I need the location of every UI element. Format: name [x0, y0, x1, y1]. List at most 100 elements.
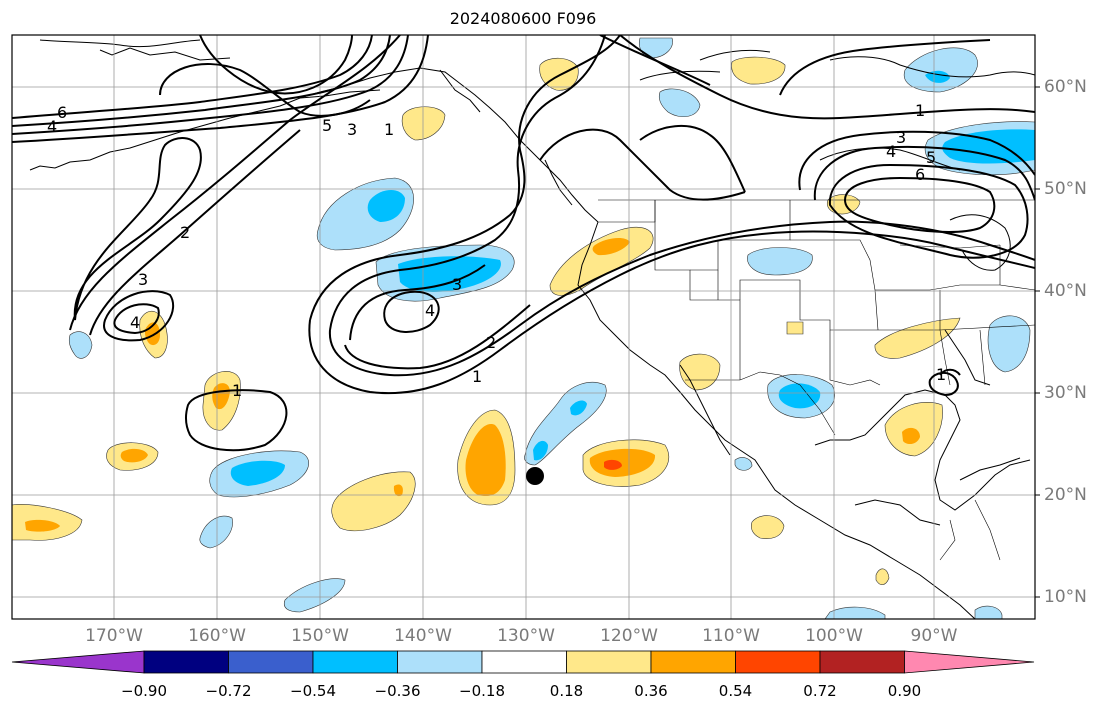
lat-label: 40°N [1044, 281, 1087, 301]
map-frame [11, 34, 1036, 620]
contour-label: 1 [472, 367, 482, 386]
neg-anomaly-blob [367, 189, 405, 222]
neg-anomaly-blob [398, 256, 501, 292]
lon-label: 100°W [805, 626, 863, 646]
colorbar-tick-label: −0.90 [121, 682, 167, 700]
contour-label: 5 [926, 148, 936, 167]
colorbar-bin [481, 650, 567, 674]
contour-label: 4 [130, 313, 140, 332]
contour-lines [12, 35, 1035, 452]
neg-anomaly-blob [230, 460, 285, 486]
contour-label: 6 [915, 165, 925, 184]
pos-anomaly-blob [731, 56, 786, 85]
contour-label: 3 [452, 275, 462, 294]
colorbar-bin [312, 650, 398, 674]
colorbar-tick-label: 0.54 [718, 682, 753, 700]
pos-anomaly-blob [826, 194, 861, 215]
contour-label: 1 [232, 381, 242, 400]
colorbar-bin [143, 650, 229, 674]
map-title: 2024080600 F096 [449, 9, 597, 28]
pos-anomaly-blob [786, 321, 804, 335]
neg-anomaly-blob [199, 515, 233, 549]
colorbar-min-extend [11, 650, 145, 674]
lon-label: 160°W [188, 626, 246, 646]
colorbar-bin [819, 650, 905, 674]
contour-label: 4 [47, 117, 57, 136]
pos-anomaly-blob [750, 515, 785, 539]
contour-label: 3 [896, 128, 906, 147]
contour-label: 4 [886, 142, 896, 161]
lat-ticks [1035, 86, 1040, 598]
pos-anomaly-blob [589, 448, 656, 477]
neg-anomaly-blob [747, 247, 813, 276]
lon-label: 130°W [497, 626, 555, 646]
colorbar-bin [228, 650, 314, 674]
lat-label: 10°N [1044, 587, 1087, 607]
pos-anomaly-blob [401, 106, 446, 141]
colorbar-tick-label: 0.36 [634, 682, 668, 700]
pos-anomaly-blob [902, 427, 920, 445]
pos-anomaly-blob [679, 353, 721, 391]
pos-anomaly-blob [874, 317, 961, 359]
colorbar-tick-label: −0.36 [374, 682, 421, 700]
contour-label: 1 [936, 365, 946, 384]
neg-anomaly-blob [283, 578, 346, 613]
contour-label: 6 [57, 103, 67, 122]
contour-label: 2 [180, 223, 190, 242]
neg-anomaly-blob [570, 400, 587, 416]
colorbar-max-extend [904, 650, 1035, 674]
colorbar-bin [650, 650, 736, 674]
colorbar-bin [566, 650, 652, 674]
colorbar-tick-label: 0.18 [549, 682, 584, 700]
colorbar-tick-label: 0.90 [887, 682, 922, 700]
neg-anomaly-blob [68, 331, 93, 359]
gridlines [12, 35, 1035, 619]
lon-label: 140°W [394, 626, 452, 646]
colorbar-bin [397, 650, 483, 674]
neg-anomaly-blob [824, 606, 886, 619]
colorbar-tick-label: 0.72 [803, 682, 837, 700]
pos-anomaly-blob [331, 471, 416, 531]
colorbar-tick-label: −0.54 [290, 682, 336, 700]
colorbar [11, 650, 1035, 674]
neg-anomaly-blob [974, 605, 1003, 619]
contour-label: 4 [425, 301, 435, 320]
coastlines [29, 39, 1035, 619]
pos-anomaly-blob [120, 448, 148, 463]
colorbar-bin [735, 650, 821, 674]
neg-anomaly-blob [658, 88, 701, 118]
contour-label: 1 [915, 101, 925, 120]
neg-anomaly-blob [942, 129, 1035, 164]
contour-label: 2 [486, 333, 496, 352]
lat-label: 20°N [1044, 485, 1087, 505]
pos-anomaly-blob [604, 459, 622, 470]
lon-label: 90°W [910, 626, 958, 646]
shading-layer [12, 37, 1035, 619]
contour-label-group: 6 4 5 3 1 2 3 4 3 4 1 2 1 3 1 4 5 6 1 [47, 101, 946, 400]
pos-anomaly-blob [875, 568, 890, 585]
neg-anomaly-blob [778, 383, 821, 409]
lon-label: 150°W [291, 626, 349, 646]
neg-anomaly-blob [734, 457, 753, 471]
lon-label: 110°W [702, 626, 760, 646]
lon-label: 120°W [600, 626, 658, 646]
lat-label: 50°N [1044, 179, 1087, 199]
storm-center-marker [526, 467, 544, 485]
colorbar-tick-label: −0.72 [205, 682, 252, 700]
contour-label: 5 [322, 116, 332, 135]
lat-label: 60°N [1044, 77, 1087, 97]
pos-anomaly-blob [592, 238, 630, 256]
pos-anomaly-blob [465, 424, 506, 497]
contour-label: 1 [384, 120, 394, 139]
political-boundaries [598, 199, 1035, 561]
neg-anomaly-blob [533, 440, 548, 461]
contour-label: 3 [347, 120, 357, 139]
colorbar-tick-label: −0.18 [459, 682, 505, 700]
lat-label: 30°N [1044, 383, 1087, 403]
pos-anomaly-blob [25, 519, 60, 532]
pos-anomaly-blob [393, 484, 403, 497]
neg-anomaly-blob [987, 315, 1031, 373]
lon-label: 170°W [85, 626, 143, 646]
contour-label: 3 [138, 270, 148, 289]
